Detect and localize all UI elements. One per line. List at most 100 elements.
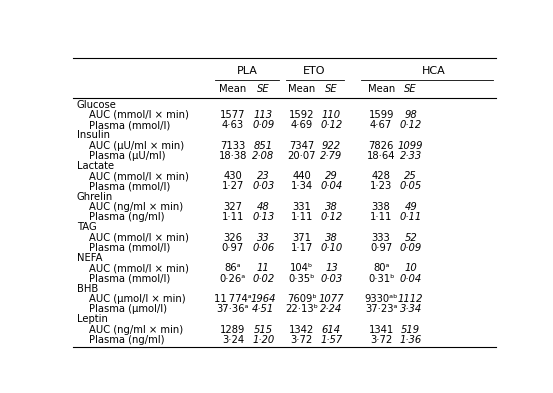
Text: 33: 33 (257, 233, 270, 242)
Text: 0·97: 0·97 (370, 243, 392, 253)
Text: 430: 430 (223, 171, 242, 181)
Text: AUC (μU/ml × min): AUC (μU/ml × min) (89, 141, 184, 151)
Text: AUC (μmol/l × min): AUC (μmol/l × min) (89, 294, 185, 304)
Text: 1099: 1099 (398, 141, 424, 151)
Text: 0·04: 0·04 (400, 274, 422, 283)
Text: 86ᵃ: 86ᵃ (225, 263, 241, 273)
Text: AUC (mmol/l × min): AUC (mmol/l × min) (89, 110, 189, 120)
Text: 614: 614 (322, 325, 341, 335)
Text: 1592: 1592 (289, 110, 315, 120)
Text: Mean: Mean (288, 84, 315, 94)
Text: 38: 38 (325, 233, 338, 242)
Text: Mean: Mean (219, 84, 247, 94)
Text: 1599: 1599 (368, 110, 394, 120)
Text: TAG: TAG (77, 222, 97, 232)
Text: 7347: 7347 (289, 141, 315, 151)
Text: 7133: 7133 (220, 141, 246, 151)
Text: 1·20: 1·20 (252, 335, 274, 345)
Text: AUC (ng/ml × min): AUC (ng/ml × min) (89, 325, 183, 335)
Text: Lactate: Lactate (77, 161, 114, 171)
Text: NEFA: NEFA (77, 253, 102, 263)
Text: Insulin: Insulin (77, 130, 110, 140)
Text: 0·11: 0·11 (400, 212, 422, 222)
Text: 29: 29 (325, 171, 338, 181)
Text: 333: 333 (372, 233, 390, 242)
Text: 851: 851 (254, 141, 273, 151)
Text: Glucose: Glucose (77, 100, 117, 110)
Text: 113: 113 (254, 110, 273, 120)
Text: 1·57: 1·57 (320, 335, 342, 345)
Text: 11: 11 (257, 263, 270, 273)
Text: Plasma (ng/ml): Plasma (ng/ml) (89, 335, 164, 345)
Text: 331: 331 (293, 202, 311, 212)
Text: PLA: PLA (237, 66, 257, 76)
Text: SE: SE (257, 84, 270, 94)
Text: 1341: 1341 (368, 325, 394, 335)
Text: 0·97: 0·97 (222, 243, 244, 253)
Text: 0·05: 0·05 (400, 182, 422, 191)
Text: 519: 519 (401, 325, 420, 335)
Text: 38: 38 (325, 202, 338, 212)
Text: 7609ᵇ: 7609ᵇ (287, 294, 317, 304)
Text: 3·24: 3·24 (222, 335, 244, 345)
Text: 10: 10 (404, 263, 417, 273)
Text: Plasma (mmol/l): Plasma (mmol/l) (89, 274, 170, 283)
Text: 3·34: 3·34 (400, 304, 422, 314)
Text: 0·12: 0·12 (320, 120, 342, 130)
Text: Plasma (mmol/l): Plasma (mmol/l) (89, 182, 170, 191)
Text: 3·72: 3·72 (291, 335, 313, 345)
Text: Leptin: Leptin (77, 314, 108, 325)
Text: 1077: 1077 (319, 294, 344, 304)
Text: 4·51: 4·51 (252, 304, 274, 314)
Text: 1·11: 1·11 (370, 212, 392, 222)
Text: 1·34: 1·34 (291, 182, 313, 191)
Text: 1·23: 1·23 (370, 182, 392, 191)
Text: 1·27: 1·27 (222, 182, 244, 191)
Text: Plasma (mmol/l): Plasma (mmol/l) (89, 120, 170, 130)
Text: 0·13: 0·13 (252, 212, 274, 222)
Text: 1·36: 1·36 (400, 335, 422, 345)
Text: 1577: 1577 (220, 110, 246, 120)
Text: 20·07: 20·07 (288, 151, 316, 161)
Text: 1·17: 1·17 (291, 243, 313, 253)
Text: 326: 326 (223, 233, 242, 242)
Text: 104ᵇ: 104ᵇ (290, 263, 314, 273)
Text: 515: 515 (254, 325, 273, 335)
Text: 440: 440 (293, 171, 311, 181)
Text: SE: SE (325, 84, 338, 94)
Text: Plasma (μmol/l): Plasma (μmol/l) (89, 304, 167, 314)
Text: 7826: 7826 (368, 141, 394, 151)
Text: 1964: 1964 (251, 294, 276, 304)
Text: 37·23ᵃ: 37·23ᵃ (365, 304, 398, 314)
Text: 1289: 1289 (220, 325, 246, 335)
Text: 0·31ᵇ: 0·31ᵇ (368, 274, 394, 283)
Text: 0·04: 0·04 (320, 182, 342, 191)
Text: 0·02: 0·02 (252, 274, 274, 283)
Text: 428: 428 (372, 171, 390, 181)
Text: 18·64: 18·64 (367, 151, 395, 161)
Text: 0·03: 0·03 (252, 182, 274, 191)
Text: 18·38: 18·38 (218, 151, 247, 161)
Text: 2·33: 2·33 (400, 151, 422, 161)
Text: 2·79: 2·79 (320, 151, 342, 161)
Text: 1112: 1112 (398, 294, 424, 304)
Text: AUC (ng/ml × min): AUC (ng/ml × min) (89, 202, 183, 212)
Text: HCA: HCA (421, 66, 445, 76)
Text: 0·09: 0·09 (252, 120, 274, 130)
Text: 1·11: 1·11 (291, 212, 313, 222)
Text: 0·26ᵃ: 0·26ᵃ (220, 274, 246, 283)
Text: 2·24: 2·24 (320, 304, 342, 314)
Text: 3·72: 3·72 (370, 335, 392, 345)
Text: 4·69: 4·69 (291, 120, 313, 130)
Text: AUC (mmol/l × min): AUC (mmol/l × min) (89, 171, 189, 181)
Text: 371: 371 (293, 233, 311, 242)
Text: 23: 23 (257, 171, 270, 181)
Text: 922: 922 (322, 141, 341, 151)
Text: Plasma (μU/ml): Plasma (μU/ml) (89, 151, 165, 161)
Text: Mean: Mean (368, 84, 395, 94)
Text: 13: 13 (325, 263, 338, 273)
Text: Ghrelin: Ghrelin (77, 192, 113, 202)
Text: 1342: 1342 (289, 325, 315, 335)
Text: 0·03: 0·03 (320, 274, 342, 283)
Text: Plasma (ng/ml): Plasma (ng/ml) (89, 212, 164, 222)
